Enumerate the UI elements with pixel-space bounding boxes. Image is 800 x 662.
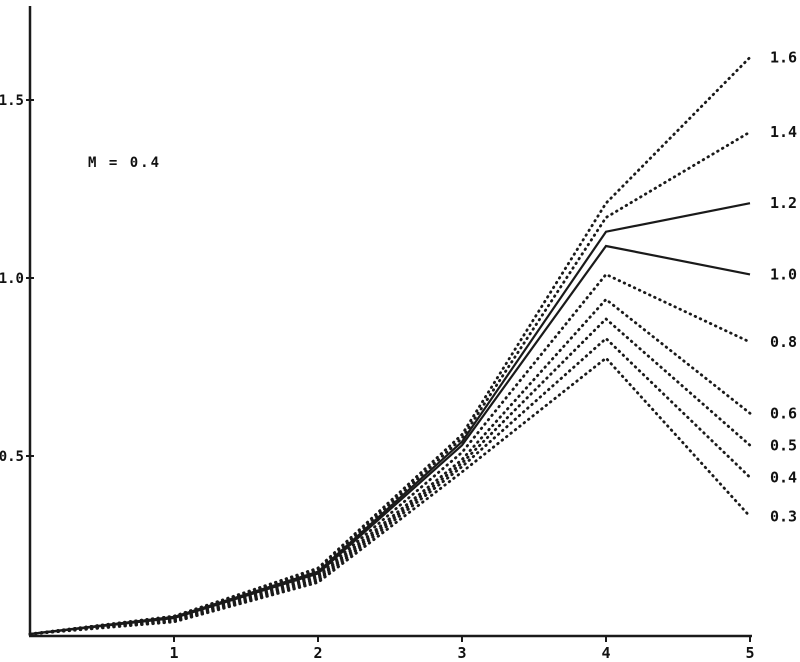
series-label-1.0: 1.0: [770, 265, 797, 283]
series-line-1.4: [28, 130, 752, 636]
y-tick-label: 1.5: [0, 93, 24, 109]
series-label-1.2: 1.2: [770, 194, 797, 212]
x-tick-label: 4: [601, 644, 610, 662]
series-line-0.8: [28, 272, 752, 636]
series-label-0.6: 0.6: [770, 404, 797, 422]
series-line-0.3: [28, 356, 752, 636]
chart-annotation: M = 0.4: [88, 155, 162, 171]
series-line-0.5: [28, 316, 752, 636]
series-label-0.8: 0.8: [770, 333, 797, 351]
y-tick-label: 0.5: [0, 449, 24, 465]
series-line-1.6: [28, 55, 752, 636]
series-label-0.5: 0.5: [770, 436, 797, 454]
series-label-1.4: 1.4: [770, 123, 797, 141]
series-line-1.2: [29, 202, 751, 636]
series-label-0.3: 0.3: [770, 508, 797, 526]
y-tick-label: 1.0: [0, 271, 24, 287]
x-tick-label: 2: [313, 644, 322, 662]
x-tick-label: 3: [457, 644, 466, 662]
series-label-1.6: 1.6: [770, 48, 797, 66]
x-tick-label: 1: [169, 644, 178, 662]
series-label-0.4: 0.4: [770, 468, 797, 486]
series-line-1.0: [29, 244, 751, 636]
series-line-0.4: [28, 336, 752, 636]
x-tick-label: 5: [745, 644, 754, 662]
series-line-0.6: [28, 297, 752, 636]
